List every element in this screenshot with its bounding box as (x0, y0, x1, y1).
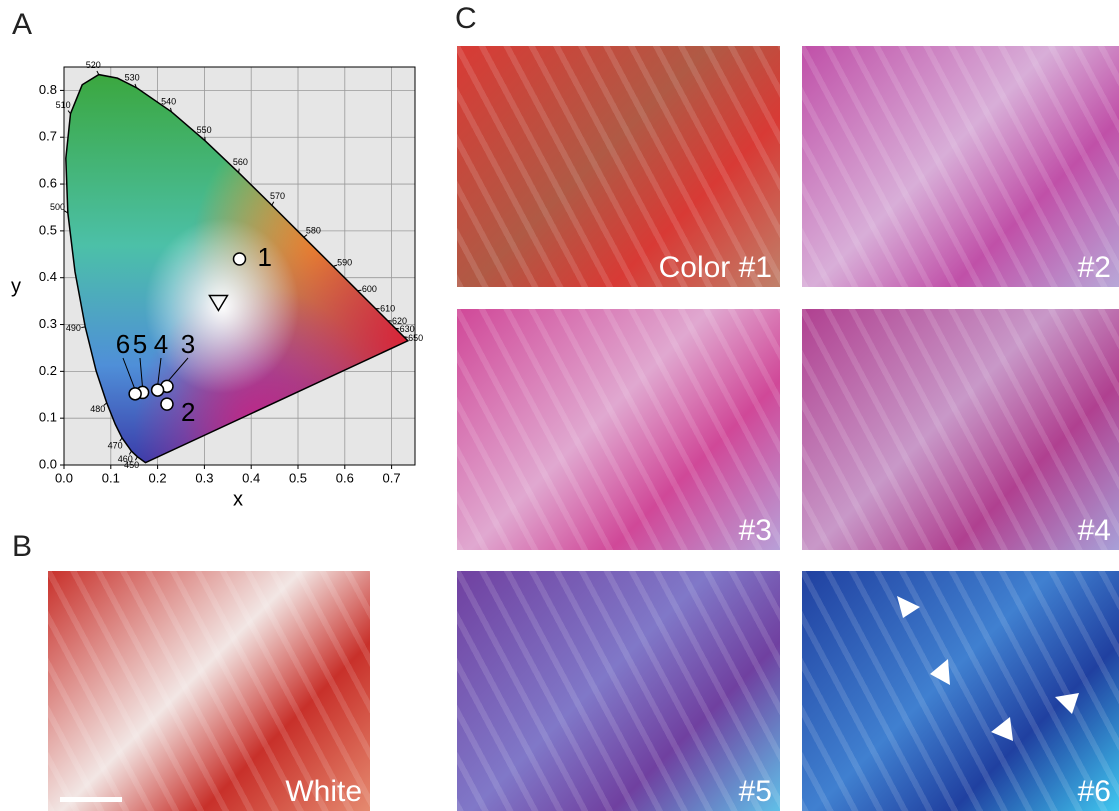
y-tick-label: 0.0 (39, 456, 57, 471)
locus-tick (395, 328, 399, 329)
wavelength-label: 540 (161, 96, 176, 106)
figure: A B C x y 0.00.10.20.30.40.50.60.70.00.1… (0, 0, 1119, 811)
photo-caption: Color #1 (659, 251, 772, 285)
photo: #5 (457, 571, 780, 811)
point-label: 3 (181, 329, 195, 359)
photo-caption: #3 (739, 514, 772, 548)
scale-bar (60, 797, 122, 802)
wavelength-label: 610 (380, 303, 395, 313)
wavelength-label: 490 (66, 323, 81, 333)
wavelength-label: 560 (233, 157, 248, 167)
y-tick-label: 0.8 (39, 82, 57, 97)
wavelength-label: 510 (56, 100, 71, 110)
data-point (129, 388, 141, 400)
point-label: 1 (258, 242, 272, 272)
point-label: 4 (154, 329, 168, 359)
point-label: 5 (133, 329, 147, 359)
arrowhead (930, 659, 950, 685)
y-tick-label: 0.5 (39, 222, 57, 237)
photo: #4 (802, 309, 1119, 550)
y-tick-label: 0.3 (39, 316, 57, 331)
photo: White (48, 571, 370, 811)
wavelength-label: 480 (90, 404, 105, 414)
x-tick-label: 0.3 (195, 470, 213, 485)
photo: #2 (802, 46, 1119, 287)
photo: #6 (802, 571, 1119, 811)
point-label: 2 (181, 397, 195, 427)
data-point (234, 253, 246, 265)
x-tick-label: 0.7 (383, 470, 401, 485)
wavelength-label: 590 (337, 258, 352, 268)
locus-tick (239, 169, 240, 173)
chart: x y 0.0 0.1 0.2 0.3 0.4 0.5 0.6 0.7 0.0 0.1 0.2 0.3… (0, 0, 440, 520)
x-axis-label: x (233, 488, 243, 510)
photo-caption: White (285, 775, 362, 809)
y-axis-label: y (11, 275, 21, 297)
y-tick-label: 0.6 (39, 175, 57, 190)
wavelength-label: 550 (197, 125, 212, 135)
x-tick-label: 0.1 (102, 470, 120, 485)
panel-label: B (12, 530, 32, 564)
panel-label: C (455, 2, 477, 36)
locus-tick (81, 327, 85, 328)
y-tick-label: 0.1 (39, 410, 57, 425)
arrowheads (802, 571, 1119, 811)
wavelength-label: 460 (118, 454, 133, 464)
wavelength-label: 520 (86, 60, 101, 70)
y-tick-label: 0.4 (39, 269, 57, 284)
wavelength-label: 600 (362, 284, 377, 294)
y-tick-label: 0.2 (39, 363, 57, 378)
arrowhead (897, 596, 920, 618)
x-tick-label: 0.2 (149, 470, 167, 485)
wavelength-label: 580 (306, 225, 321, 235)
data-point (152, 384, 164, 396)
photo-caption: #2 (1078, 251, 1111, 285)
y-tick-label: 0.7 (39, 129, 57, 144)
photo: #3 (457, 309, 780, 550)
photo: Color #1 (457, 46, 780, 287)
photo-caption: #4 (1078, 514, 1111, 548)
x-tick-label: 0.5 (289, 470, 307, 485)
x-tick-label: 0.6 (336, 470, 354, 485)
wavelength-label: 650 (408, 333, 423, 343)
point-label: 6 (116, 329, 130, 359)
x-tick-label: 0.4 (242, 470, 260, 485)
arrowhead (1055, 693, 1079, 714)
wavelength-label: 470 (108, 440, 123, 450)
wavelength-label: 530 (125, 73, 140, 83)
wavelength-label: 570 (270, 191, 285, 201)
arrowhead (991, 717, 1013, 741)
photo-caption: #5 (739, 775, 772, 809)
wavelength-label: 500 (50, 202, 65, 212)
data-point (161, 398, 173, 410)
x-tick-label: 0.0 (55, 470, 73, 485)
